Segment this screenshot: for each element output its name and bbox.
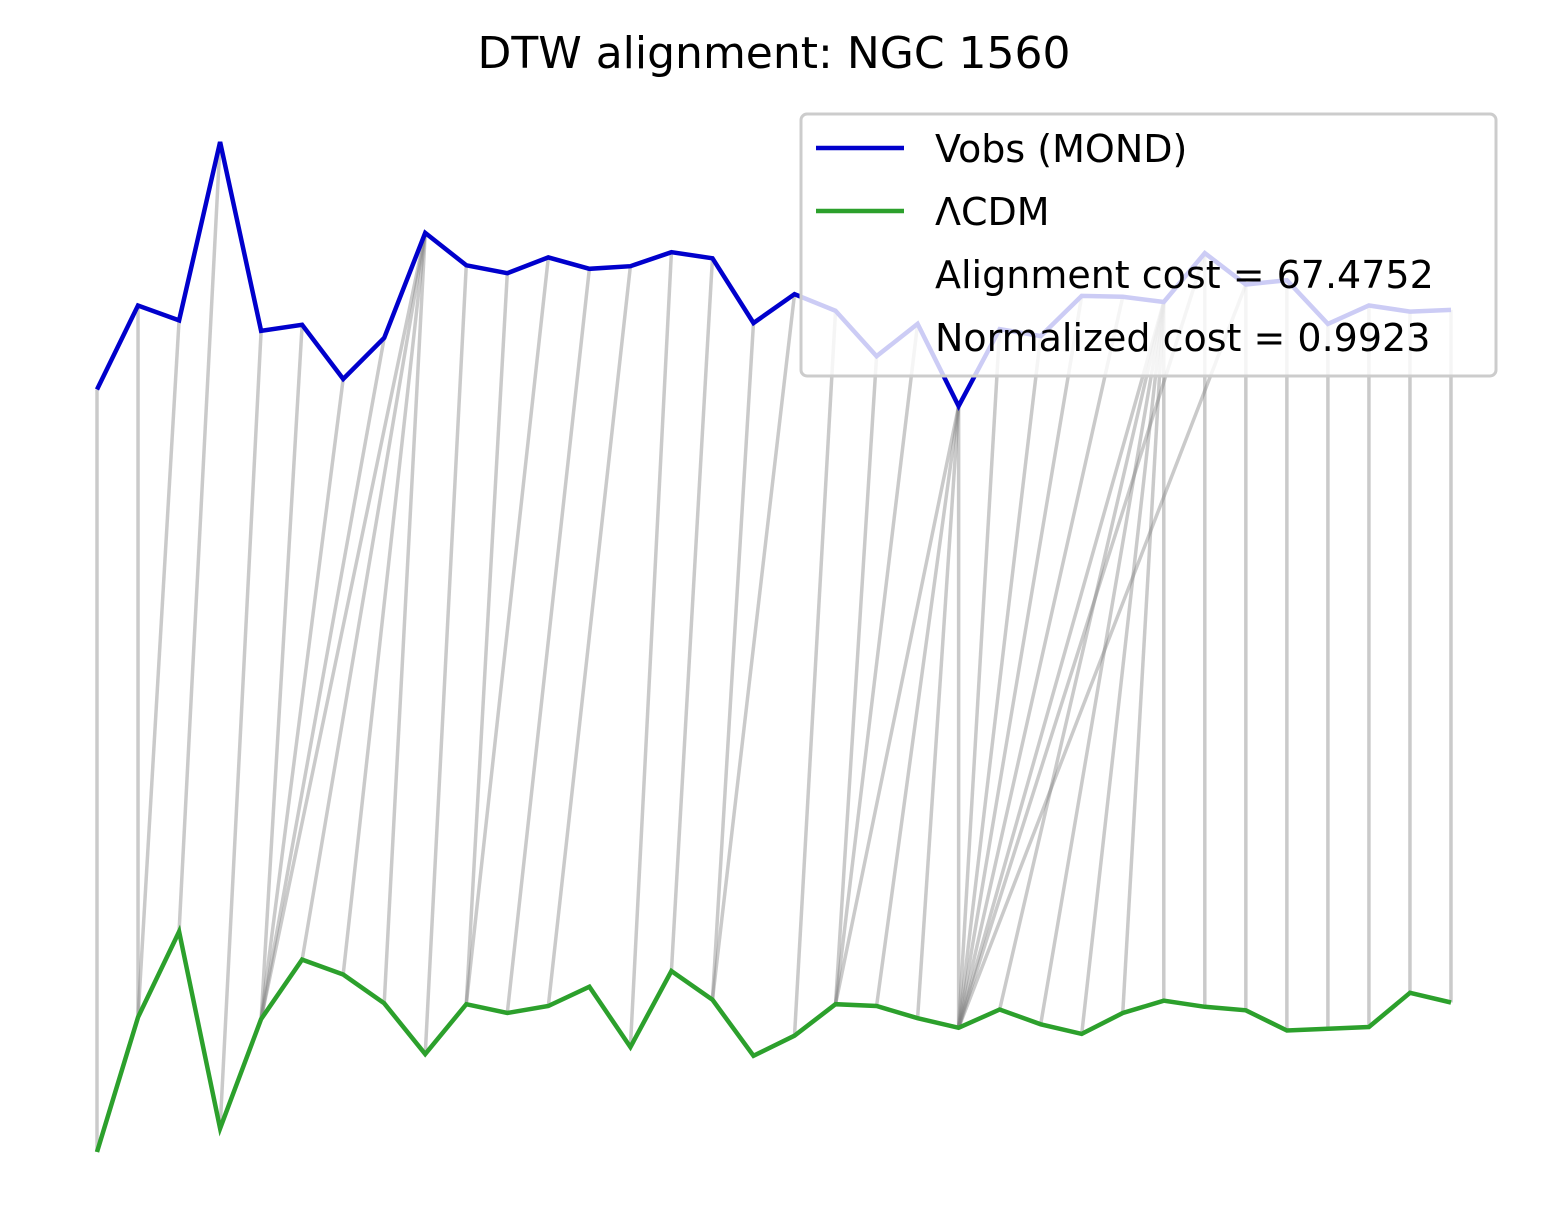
alignment-connection-21-19 xyxy=(874,405,961,1007)
alignment-connection-8-5 xyxy=(300,232,427,960)
alignment-connection-21-20 xyxy=(915,405,961,1019)
chart-title: DTW alignment: NGC 1560 xyxy=(477,28,1070,79)
alignment-connection-24-21 xyxy=(956,295,1084,1029)
alignment-connection-14-13 xyxy=(628,252,674,1048)
alignment-connection-8-7 xyxy=(382,232,427,1004)
alignment-connection-8-6 xyxy=(341,232,427,975)
alignment-connection-16-15 xyxy=(710,322,756,1000)
alignment-connection-26-25 xyxy=(1121,301,1166,1014)
alignment-connection-25-21 xyxy=(956,296,1125,1029)
legend: Vobs (MOND) ΛCDM Alignment cost = 67.475… xyxy=(799,112,1498,378)
alignment-connection-15-14 xyxy=(669,258,715,972)
alignment-connection-19-18 xyxy=(833,356,879,1005)
legend-alignment-cost: Alignment cost = 67.4752 xyxy=(935,253,1434,297)
alignment-connection-5-4 xyxy=(259,324,304,1020)
alignment-connection-18-17 xyxy=(792,310,838,1036)
alignment-connection-12-10 xyxy=(505,268,592,1014)
series-line-lcdm xyxy=(94,924,1452,1153)
alignment-connection-4-3 xyxy=(218,330,263,1129)
alignment-connection-26-21 xyxy=(956,301,1166,1029)
alignment-connection-20-18 xyxy=(833,323,920,1005)
alignment-connection-28-21 xyxy=(956,283,1248,1029)
alignment-connection-3-2 xyxy=(177,141,222,932)
alignment-connection-2-1 xyxy=(136,320,181,1018)
alignment-connection-26-23 xyxy=(1038,301,1166,1025)
alignment-connection-10-9 xyxy=(464,273,510,1005)
alignment-connection-22-21 xyxy=(956,329,1002,1028)
alignment-connection-21-18 xyxy=(833,405,961,1005)
legend-normalized-cost: Normalized cost = 0.9923 xyxy=(935,316,1430,360)
alignment-connection-27-21 xyxy=(956,252,1207,1029)
alignment-connection-26-22 xyxy=(997,301,1166,1010)
legend-label-lcdm: ΛCDM xyxy=(935,190,1050,234)
alignment-connection-9-8 xyxy=(423,265,469,1055)
legend-label-vobs: Vobs (MOND) xyxy=(935,127,1187,171)
alignment-connection-23-21 xyxy=(956,335,1043,1029)
alignment-connection-26-24 xyxy=(1079,301,1166,1035)
alignment-connection-8-4 xyxy=(259,232,427,1020)
alignment-connection-13-11 xyxy=(546,265,633,1007)
alignment-connection-6-4 xyxy=(259,378,345,1020)
legend-frame xyxy=(799,112,1498,378)
alignment-connection-17-15 xyxy=(710,293,797,1001)
alignment-connection-7-4 xyxy=(259,337,386,1020)
alignment-connection-11-9 xyxy=(464,257,551,1005)
alignment-connections xyxy=(95,141,1453,1152)
